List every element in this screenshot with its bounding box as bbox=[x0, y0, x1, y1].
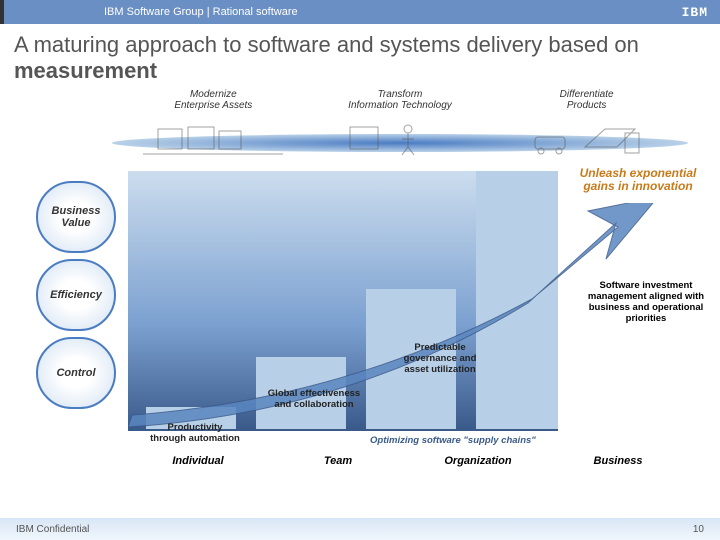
header-group-text: IBM Software Group | Rational software bbox=[104, 6, 298, 18]
top-label-row: ModernizeEnterprise Assets TransformInfo… bbox=[0, 89, 720, 115]
x-axis-label: Business bbox=[548, 455, 688, 467]
footer-page-number: 10 bbox=[693, 524, 704, 535]
footer-confidential: IBM Confidential bbox=[16, 524, 89, 535]
unleash-label: Unleash exponential gains in innovation bbox=[568, 167, 708, 193]
y-axis: BusinessValue Efficiency Control bbox=[36, 181, 116, 415]
title-prefix: A maturing approach to software and syst… bbox=[14, 32, 639, 57]
x-axis-label: Individual bbox=[128, 455, 268, 467]
title-emphasis: measurement bbox=[14, 58, 157, 83]
pillar-label: Global effectiveness and collaboration bbox=[264, 389, 364, 411]
footer-bar: IBM Confidential 10 bbox=[0, 518, 720, 540]
y-axis-label: Efficiency bbox=[36, 259, 116, 331]
header-bar: IBM Software Group | Rational software I… bbox=[0, 0, 720, 24]
top-label: DifferentiateProducts bbox=[494, 89, 679, 111]
y-axis-label: BusinessValue bbox=[36, 181, 116, 253]
main-chart-area: Unleash exponential gains in innovation … bbox=[0, 171, 720, 471]
page-title: A maturing approach to software and syst… bbox=[0, 24, 720, 89]
top-label: TransformInformation Technology bbox=[308, 89, 493, 111]
ibm-logo: IBM bbox=[682, 5, 708, 20]
enterprise-icon bbox=[143, 119, 283, 159]
bar bbox=[476, 171, 558, 429]
top-label: ModernizeEnterprise Assets bbox=[121, 89, 306, 111]
optimizing-label: Optimizing software "supply chains" bbox=[370, 435, 536, 446]
peak-label: Software investment management aligned w… bbox=[586, 281, 706, 325]
x-axis-label: Organization bbox=[408, 455, 548, 467]
illustration-band bbox=[120, 115, 680, 163]
pillar-label: Predictable governance and asset utiliza… bbox=[392, 343, 488, 376]
x-axis-label: Team bbox=[268, 455, 408, 467]
pillar-label: Productivity through automation bbox=[150, 423, 240, 445]
x-axis: Individual Team Organization Business bbox=[128, 455, 688, 467]
transform-icon bbox=[330, 119, 470, 159]
y-axis-label: Control bbox=[36, 337, 116, 409]
products-icon bbox=[517, 119, 657, 159]
